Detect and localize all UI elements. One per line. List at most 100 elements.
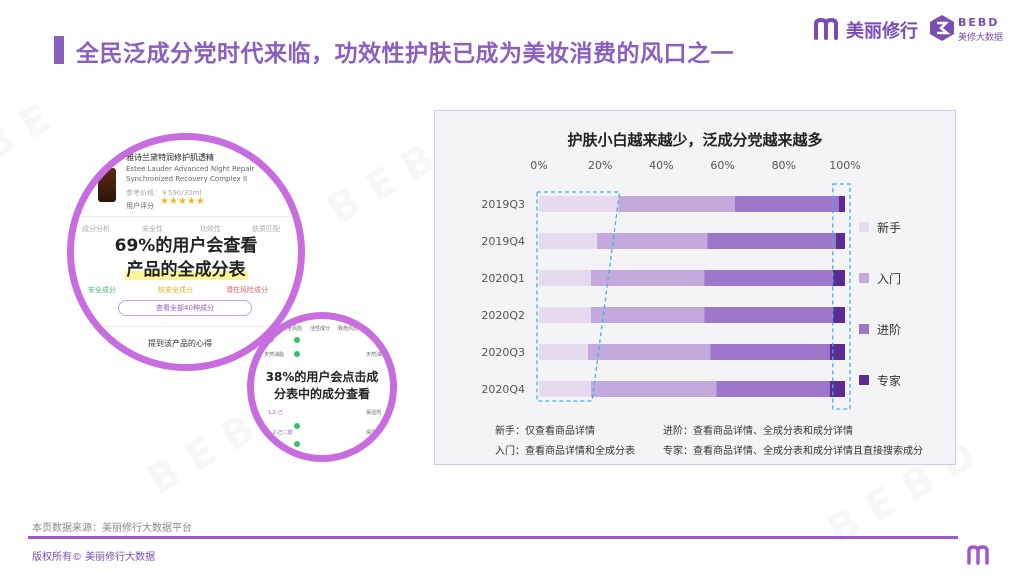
bar-segment bbox=[591, 307, 705, 323]
bar-segment bbox=[710, 344, 830, 360]
category-label: 2020Q2 bbox=[481, 309, 525, 322]
bar-segment bbox=[539, 381, 592, 397]
callout-69-line2: 产品的全成分表 bbox=[74, 258, 298, 282]
x-tick-label: 80% bbox=[772, 159, 796, 172]
bar-segment bbox=[591, 381, 717, 397]
highlight-box-novice bbox=[536, 191, 621, 402]
safe-dot bbox=[294, 337, 300, 343]
bar-segment bbox=[591, 270, 705, 286]
legend-swatch bbox=[859, 273, 869, 283]
tab-ingredients[interactable]: 成分分析 bbox=[82, 225, 110, 233]
legend-swatch bbox=[859, 324, 869, 334]
category-label: 2019Q3 bbox=[481, 198, 525, 211]
legend-label: 进阶 bbox=[877, 323, 901, 337]
product-bottle-image bbox=[98, 168, 116, 202]
category-label: 2020Q4 bbox=[481, 383, 525, 396]
bar-segment bbox=[707, 233, 836, 249]
table-row-label[interactable]: 1,2-己二醇 bbox=[268, 430, 293, 436]
tab-efficacy[interactable]: 功效性 bbox=[200, 225, 221, 233]
note-novice: 新手：仅查看商品详情 bbox=[495, 426, 595, 437]
product-en-1: Estee Lauder Advanced Night Repair bbox=[126, 165, 255, 173]
safe-dot bbox=[294, 423, 300, 429]
tab-safety[interactable]: 安全性 bbox=[142, 225, 163, 233]
x-tick-label: 60% bbox=[710, 159, 734, 172]
view-all-ingredients-button[interactable]: 查看全部40种成分 bbox=[118, 300, 252, 316]
legend-swatch bbox=[859, 375, 869, 385]
callout-69-line1: 69%的用户会查看 bbox=[114, 236, 258, 256]
logo-bebd: BEBD bbox=[958, 16, 1000, 29]
table-row-label: 天然油脂 bbox=[264, 352, 285, 358]
watermark: B E bbox=[0, 95, 59, 171]
reviews-heading: 提到该产品的心得 bbox=[148, 339, 212, 348]
chart-title: 护肤小白越来越少，泛成分党越来越多 bbox=[567, 131, 823, 149]
footer-divider bbox=[28, 536, 958, 539]
bar-segment bbox=[734, 196, 839, 212]
bar-segment bbox=[832, 307, 845, 323]
x-tick-label: 0% bbox=[530, 159, 547, 172]
copyright: 版权所有© 美丽修行大数据 bbox=[32, 552, 156, 563]
product-screenshot-circle: 雅诗兰黛特润修护肌透精 Estee Lauder Advanced Night … bbox=[67, 133, 305, 371]
bar-segment bbox=[539, 307, 592, 323]
legend-risk: 潜在风险成分 bbox=[226, 286, 268, 294]
table-right-label: 保湿剂 bbox=[366, 430, 382, 436]
table-header-acne: 致痘风险 bbox=[338, 326, 359, 332]
logo-bebd-sub: 美修大数据 bbox=[958, 33, 1004, 43]
legend-label: 专家 bbox=[877, 373, 901, 388]
bar-segment bbox=[829, 344, 845, 360]
bar-segment bbox=[618, 196, 735, 212]
note-expert: 专家：查看商品详情、全成分表和成分详情且直接搜索成分 bbox=[663, 446, 923, 457]
note-beginner: 入门：查看商品详情和全成分表 bbox=[495, 446, 635, 457]
table-right-label: 保湿剂 bbox=[366, 410, 382, 416]
legend-swatch bbox=[859, 222, 869, 232]
table-header-safety: 安全风险 bbox=[282, 326, 303, 332]
bar-segment bbox=[832, 270, 845, 286]
table-row-label[interactable]: 1,2-己 bbox=[268, 410, 283, 416]
stacked-bar-chart: 0% 20% 40% 60% 80% 100% 2019Q3 2019Q4 2020Q1 2020… bbox=[481, 159, 901, 410]
page-title: 全民泛成分党时代来临，功效性护肤已成为美妆消费的风口之一 bbox=[76, 41, 734, 67]
bar-segment bbox=[835, 233, 845, 249]
table-right-label: 天然油脂 bbox=[366, 352, 387, 358]
title-accent-bar bbox=[54, 36, 64, 64]
x-tick-label: 40% bbox=[649, 159, 673, 172]
bebd-logo-icon bbox=[930, 15, 954, 41]
logo-text: 美丽修行 bbox=[846, 21, 918, 42]
bar-segment bbox=[704, 307, 833, 323]
data-source: 本页数据来源：美丽修行大数据平台 bbox=[32, 523, 192, 534]
bar-segment bbox=[539, 233, 598, 249]
x-tick-label: 20% bbox=[588, 159, 612, 172]
bar-segment bbox=[597, 233, 708, 249]
x-tick-label: 100% bbox=[829, 159, 860, 172]
product-en-2: Synchronized Recovery Complex II bbox=[126, 175, 248, 183]
callout-69-line2-text: 产品的全成分表 bbox=[124, 260, 248, 280]
legend-safe: 安全成分 bbox=[88, 286, 116, 294]
product-price: 参考价格：￥590/30ml bbox=[126, 189, 202, 197]
safe-dot bbox=[294, 441, 300, 447]
category-label: 2019Q4 bbox=[481, 235, 525, 248]
safe-dot bbox=[294, 351, 300, 357]
bar-segment bbox=[587, 344, 711, 360]
callout-38-line1: 38%的用户会点击成 bbox=[265, 370, 379, 384]
category-label: 2020Q3 bbox=[481, 346, 525, 359]
category-label: 2020Q1 bbox=[481, 272, 525, 285]
bar-segment bbox=[838, 196, 845, 212]
callout-38-line2: 分表中的成分查看 bbox=[273, 387, 370, 401]
bar-segment bbox=[539, 270, 592, 286]
legend-medium: 较安全成分 bbox=[158, 286, 193, 294]
bar-segment bbox=[716, 381, 830, 397]
table-row-label: 香精 bbox=[264, 338, 275, 344]
rating-stars: ★★★★★ bbox=[160, 196, 205, 207]
chart-panel: 护肤小白越来越少，泛成分党越来越多 0% 20% 40% 60% 80% 100% 2019… bbox=[434, 110, 956, 465]
product-name: 雅诗兰黛特润修护肌透精 bbox=[126, 153, 214, 162]
note-advanced: 进阶：查看商品详情、全成分表和成分详情 bbox=[663, 426, 853, 437]
bar-segment bbox=[829, 381, 845, 397]
meili-logo-icon bbox=[814, 17, 838, 40]
ingredient-table-circle: 安全风险 活性成分 致痘风险 香精 天然油脂 天然油脂 38%的用户会点击成 分… bbox=[247, 312, 397, 462]
bar-segment bbox=[539, 196, 619, 212]
bar-segment bbox=[704, 270, 833, 286]
highlight-box-expert bbox=[832, 183, 851, 410]
legend-label: 新手 bbox=[877, 220, 901, 235]
bar-segment bbox=[539, 344, 588, 360]
legend-label: 入门 bbox=[877, 271, 901, 286]
tab-skin-match[interactable]: 肤质匹配 bbox=[252, 225, 280, 233]
table-header-active: 活性成分 bbox=[310, 326, 331, 332]
